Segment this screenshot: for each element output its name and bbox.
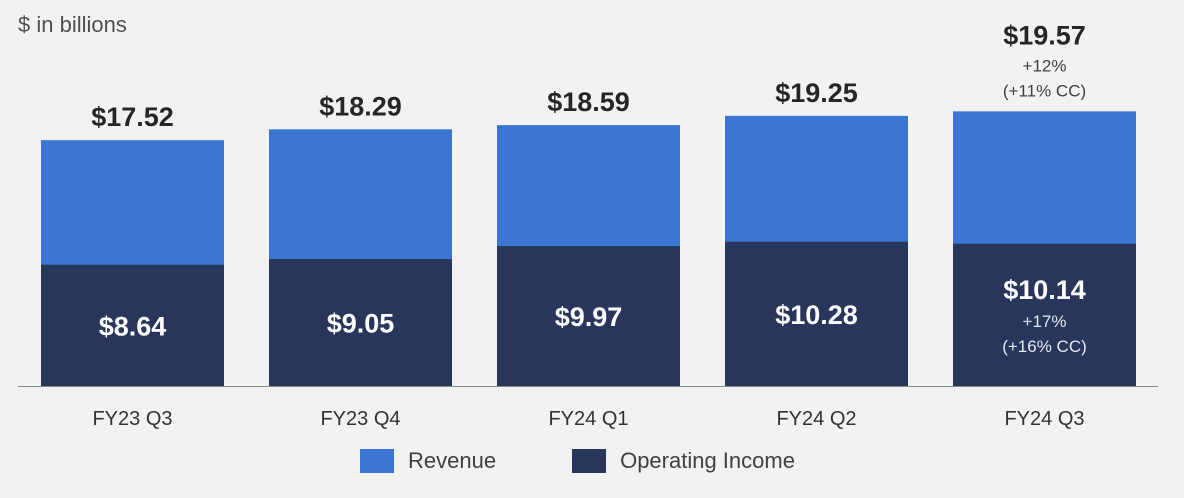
revenue-growth-annotation: (+11% CC) xyxy=(1003,81,1086,100)
revenue-value-label: $17.52 xyxy=(91,102,174,132)
operating-income-bar xyxy=(497,246,680,386)
legend: Revenue Operating Income xyxy=(360,448,871,474)
revenue-value-label: $18.29 xyxy=(319,91,402,121)
operating-income-value-label: $9.05 xyxy=(327,309,395,339)
legend-swatch-revenue xyxy=(360,449,394,473)
x-tick-label: FY23 Q3 xyxy=(92,408,172,430)
unit-label: $ in billions xyxy=(18,12,127,37)
legend-item-operating-income: Operating Income xyxy=(572,448,795,474)
operating-income-value-label: $10.14 xyxy=(1003,275,1086,305)
operating-income-growth-annotation: (+16% CC) xyxy=(1002,337,1087,356)
legend-swatch-operating-income xyxy=(572,449,607,473)
revenue-value-label: $19.57 xyxy=(1003,20,1086,50)
x-tick-label: FY24 Q3 xyxy=(1004,408,1084,430)
revenue-value-label: $18.59 xyxy=(547,87,630,117)
operating-income-bar xyxy=(41,264,224,386)
x-tick-label: FY24 Q1 xyxy=(548,408,628,430)
legend-label-revenue: Revenue xyxy=(408,448,497,473)
legend-label-operating-income: Operating Income xyxy=(620,448,795,473)
x-tick-label: FY24 Q2 xyxy=(776,408,856,430)
operating-income-growth-annotation: +17% xyxy=(1023,312,1067,331)
operating-income-value-label: $10.28 xyxy=(775,300,858,330)
operating-income-value-label: $8.64 xyxy=(99,311,167,341)
revenue-value-label: $19.25 xyxy=(775,78,858,108)
x-tick-label: FY23 Q4 xyxy=(320,408,400,430)
operating-income-bar xyxy=(725,241,908,386)
operating-income-bar xyxy=(953,243,1136,386)
legend-item-revenue: Revenue xyxy=(360,448,496,474)
operating-income-value-label: $9.97 xyxy=(555,302,623,332)
operating-income-bar xyxy=(269,259,452,386)
revenue-growth-annotation: +12% xyxy=(1023,56,1067,75)
